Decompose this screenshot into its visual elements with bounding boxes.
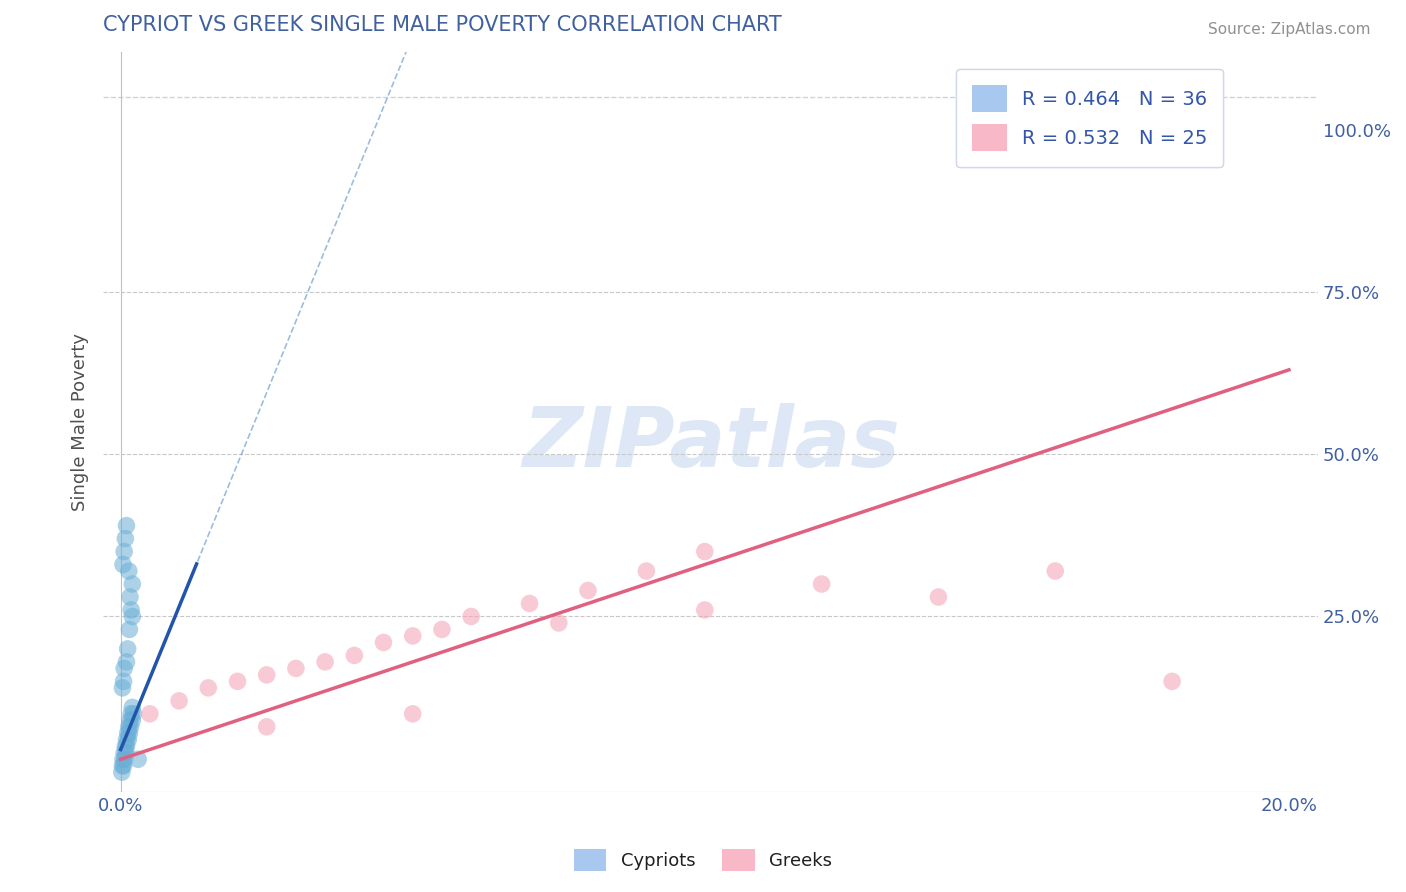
Point (402, 706, 425, 721)
Point (114, 752, 136, 766)
Point (115, 732, 138, 747)
Point (118, 564, 141, 578)
Point (115, 739, 138, 754)
Point (112, 758, 135, 772)
Text: ZIPatlas: ZIPatlas (522, 403, 900, 484)
Point (111, 758, 134, 772)
Point (343, 648, 366, 663)
Point (112, 661, 135, 675)
Text: Source: ZipAtlas.com: Source: ZipAtlas.com (1208, 22, 1371, 37)
Point (117, 726, 139, 740)
Point (519, 597, 541, 611)
Point (115, 746, 138, 760)
Point (927, 590, 949, 604)
Point (112, 544, 135, 558)
Point (226, 674, 249, 689)
Point (121, 577, 143, 591)
Point (115, 655, 138, 669)
Point (114, 739, 136, 754)
Point (810, 577, 832, 591)
Point (118, 590, 141, 604)
Point (111, 765, 134, 780)
Legend: Cypriots, Greeks: Cypriots, Greeks (567, 842, 839, 879)
Point (576, 583, 599, 598)
Point (112, 746, 135, 760)
Point (120, 603, 142, 617)
Text: CYPRIOT VS GREEK SINGLE MALE POVERTY CORRELATION CHART: CYPRIOT VS GREEK SINGLE MALE POVERTY COR… (103, 15, 782, 35)
Point (121, 714, 143, 728)
Point (139, 706, 162, 721)
Point (1045, 564, 1067, 578)
Point (197, 681, 219, 695)
Point (118, 714, 141, 728)
Point (402, 629, 425, 643)
Point (167, 694, 190, 708)
Point (547, 615, 569, 630)
Point (112, 674, 135, 689)
Point (115, 518, 138, 533)
Point (117, 732, 139, 747)
Point (127, 752, 149, 766)
Point (111, 752, 134, 766)
Point (636, 564, 658, 578)
Point (111, 681, 134, 695)
Point (122, 706, 145, 721)
Point (118, 720, 141, 734)
Point (693, 544, 716, 558)
Point (256, 720, 278, 734)
Point (118, 726, 141, 740)
Legend: R = 0.464   N = 36, R = 0.532   N = 25: R = 0.464 N = 36, R = 0.532 N = 25 (956, 69, 1223, 167)
Point (117, 641, 139, 656)
Point (314, 655, 336, 669)
Point (118, 623, 141, 637)
Point (111, 558, 134, 572)
Point (1161, 674, 1184, 689)
Point (284, 661, 307, 675)
Point (114, 532, 136, 546)
Point (430, 623, 453, 637)
Point (460, 609, 482, 624)
Point (373, 635, 395, 649)
Point (1073, 122, 1095, 136)
Point (256, 668, 278, 682)
Point (693, 603, 716, 617)
Y-axis label: Single Male Poverty: Single Male Poverty (72, 333, 89, 511)
Point (120, 706, 142, 721)
Point (120, 720, 142, 734)
Point (121, 609, 143, 624)
Point (121, 700, 143, 714)
